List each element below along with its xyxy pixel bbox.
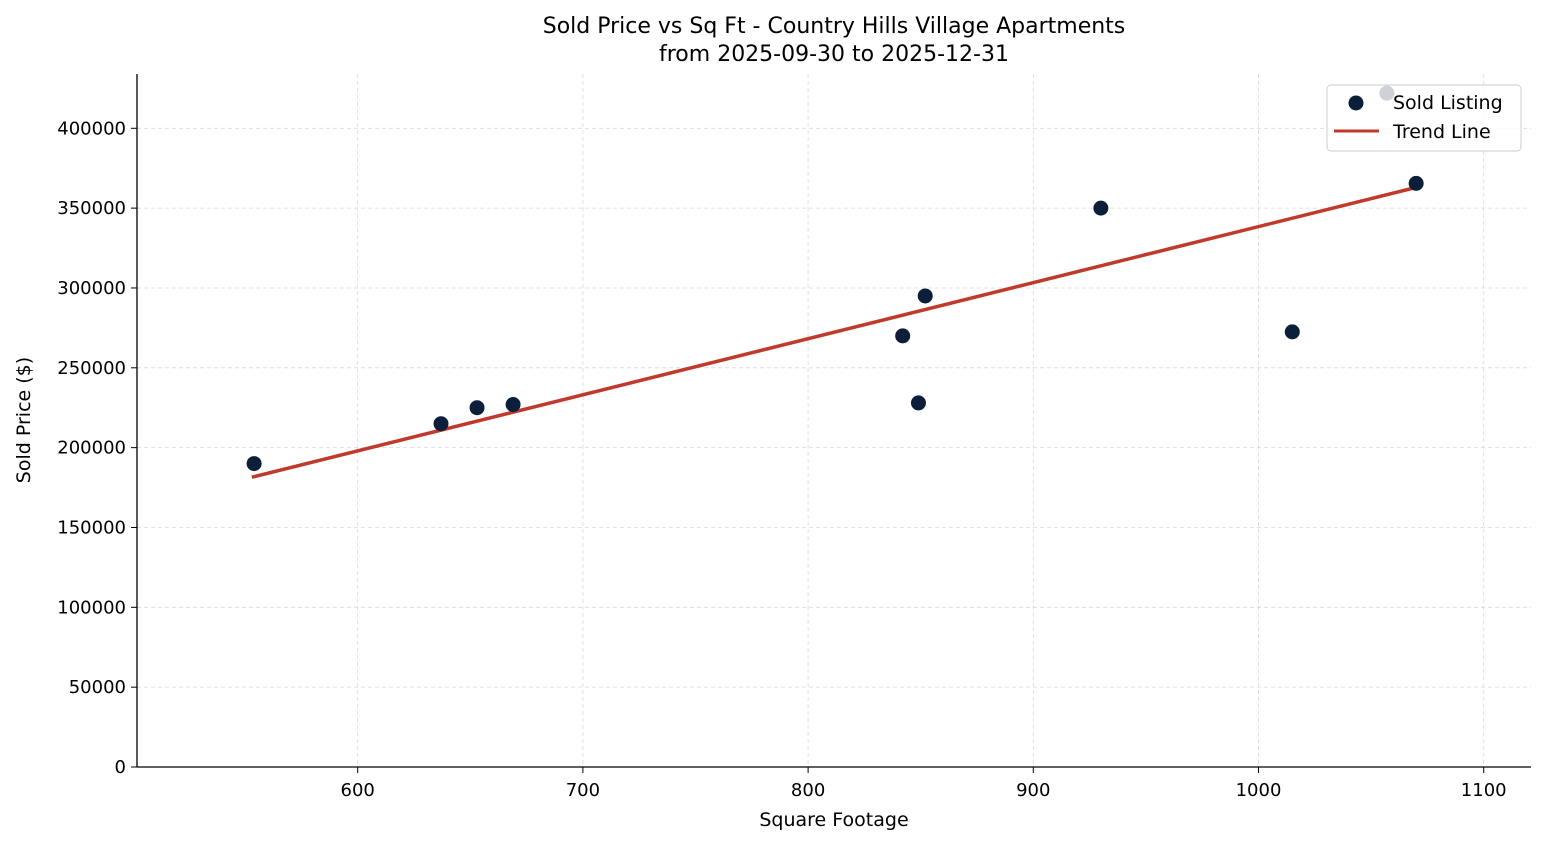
legend-marker-sold-listing: [1348, 95, 1364, 111]
x-tick-label: 800: [791, 780, 825, 801]
y-ticks: 0 50000 100000 150000 200000 250000 300000 3500…: [57, 118, 137, 778]
y-tick-label: 100000: [57, 597, 126, 618]
x-tick-label: 700: [566, 780, 600, 801]
legend-label-sold-listing: Sold Listing: [1393, 92, 1503, 114]
trend-line-group: [251, 185, 1417, 479]
y-tick-label: 250000: [57, 358, 126, 379]
x-tick-label: 1100: [1461, 780, 1507, 801]
legend-label-trend-line: Trend Line: [1392, 121, 1491, 143]
y-tick-label: 0: [115, 757, 126, 778]
y-tick-label: 150000: [57, 517, 126, 538]
chart-subtitle: from 2025-09-30 to 2025-12-31: [659, 42, 1009, 67]
x-axis-label: Square Footage: [759, 809, 908, 831]
y-tick-label: 400000: [57, 118, 126, 139]
y-tick-label: 300000: [57, 278, 126, 299]
chart-title: Sold Price vs Sq Ft - Country Hills Vill…: [543, 14, 1126, 39]
data-point: [433, 416, 449, 432]
y-tick-label: 350000: [57, 198, 126, 219]
data-point: [1093, 200, 1109, 216]
data-point: [246, 456, 262, 472]
data-point: [917, 288, 933, 304]
x-ticks: 600 700 800 900 1000 1100: [341, 767, 1507, 801]
y-axis-label: Sold Price ($): [13, 357, 35, 483]
data-point: [910, 395, 926, 411]
legend: Sold Listing Trend Line: [1326, 84, 1522, 152]
data-point: [1284, 324, 1300, 340]
data-point: [1408, 175, 1424, 191]
y-tick-label: 200000: [57, 438, 126, 459]
legend-box: [1326, 84, 1522, 152]
x-tick-label: 1000: [1236, 780, 1282, 801]
points-group: [246, 85, 1424, 472]
y-tick-label: 50000: [69, 677, 126, 698]
x-tick-label: 900: [1016, 780, 1050, 801]
data-point: [505, 397, 521, 413]
x-tick-label: 600: [341, 780, 375, 801]
trend-line: [251, 185, 1417, 479]
data-point: [895, 328, 911, 344]
data-point: [469, 400, 485, 416]
grid: [137, 74, 1531, 768]
